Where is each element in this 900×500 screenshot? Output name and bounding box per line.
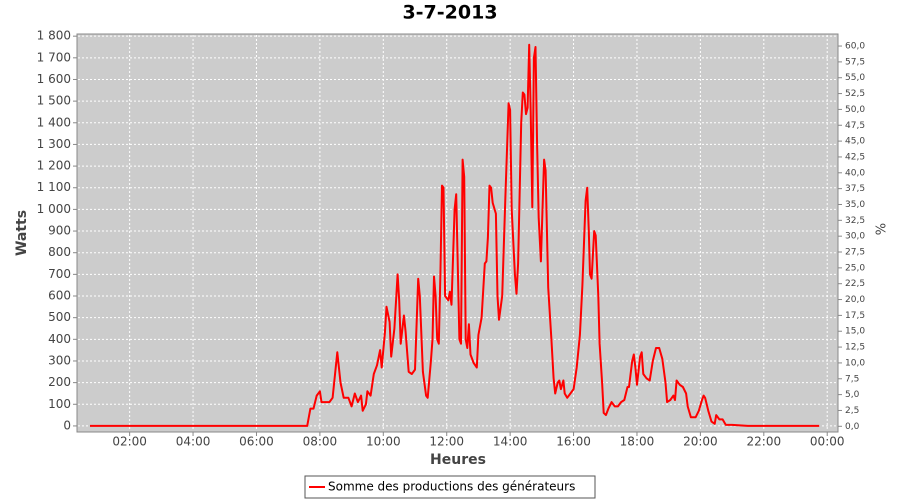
x-axis-label: Heures (430, 452, 486, 468)
x-tick-label: 22:00 (747, 435, 782, 449)
y2-tick-label: 5,0 (845, 390, 860, 400)
y-tick-label: 1 700 (37, 50, 71, 64)
x-tick-label: 00:00 (810, 435, 845, 449)
y-axis-label: Watts (14, 210, 30, 256)
y2-tick-label: 7,5 (845, 374, 859, 384)
y-tick-label: 1 200 (37, 159, 71, 173)
y2-tick-label: 17,5 (845, 311, 865, 321)
y-tick-label: 100 (48, 397, 71, 411)
y-tick-label: 0 (63, 418, 71, 432)
y-tick-label: 1 300 (37, 137, 71, 151)
y-tick-label: 600 (48, 289, 71, 303)
y-tick-label: 1 000 (37, 202, 71, 216)
y2-tick-label: 57,5 (845, 57, 865, 67)
y2-tick-label: 45,0 (845, 137, 865, 147)
y-tick-label: 1 800 (37, 29, 71, 43)
y2-tick-label: 50,0 (845, 105, 865, 115)
y-tick-label: 400 (48, 332, 71, 346)
series-line (90, 43, 820, 427)
y2-tick-label: 22,5 (845, 279, 865, 289)
x-tick-label: 10:00 (366, 435, 401, 449)
x-tick-label: 20:00 (683, 435, 718, 449)
y-tick-label: 500 (48, 310, 71, 324)
y2-tick-label: 37,5 (845, 184, 865, 194)
y2-tick-label: 2,5 (845, 406, 859, 416)
y2-tick-label: 47,5 (845, 121, 865, 131)
x-tick-label: 14:00 (493, 435, 528, 449)
legend-label: Somme des productions des générateurs (328, 480, 575, 494)
y-tick-label: 800 (48, 245, 71, 259)
x-tick-label: 02:00 (112, 435, 147, 449)
chart-title: 3-7-2013 (402, 2, 497, 24)
y2-tick-label: 32,5 (845, 216, 865, 226)
y2-tick-label: 30,0 (845, 232, 865, 242)
y2-tick-label: 10,0 (845, 358, 865, 368)
y-tick-label: 1 600 (37, 72, 71, 86)
y2-tick-label: 12,5 (845, 343, 865, 353)
y2-tick-label: 0,0 (845, 422, 860, 432)
y2-tick-label: 35,0 (845, 200, 865, 210)
y2-tick-label: 25,0 (845, 263, 865, 273)
x-tick-label: 08:00 (303, 435, 338, 449)
y2-axis-label: % (875, 223, 890, 235)
x-tick-label: 04:00 (176, 435, 211, 449)
x-tick-label: 18:00 (620, 435, 655, 449)
y-tick-label: 1 100 (37, 180, 71, 194)
y2-tick-label: 40,0 (845, 168, 865, 178)
x-tick-label: 16:00 (556, 435, 591, 449)
y-tick-label: 1 400 (37, 115, 71, 129)
x-tick-label: 06:00 (239, 435, 274, 449)
y2-tick-label: 42,5 (845, 152, 865, 162)
y2-tick-label: 55,0 (845, 73, 865, 83)
legend: Somme des productions des générateurs (304, 475, 596, 499)
y2-tick-label: 60,0 (845, 42, 865, 52)
y2-tick-label: 27,5 (845, 248, 865, 258)
y-tick-label: 1 500 (37, 94, 71, 108)
y-tick-label: 300 (48, 353, 71, 367)
y2-tick-label: 20,0 (845, 295, 865, 305)
x-tick-label: 12:00 (429, 435, 464, 449)
y-tick-label: 700 (48, 267, 71, 281)
y2-tick-label: 15,0 (845, 327, 865, 337)
y-tick-label: 200 (48, 375, 71, 389)
y-tick-label: 900 (48, 224, 71, 238)
legend-box (304, 475, 596, 499)
y2-tick-label: 52,5 (845, 89, 865, 99)
